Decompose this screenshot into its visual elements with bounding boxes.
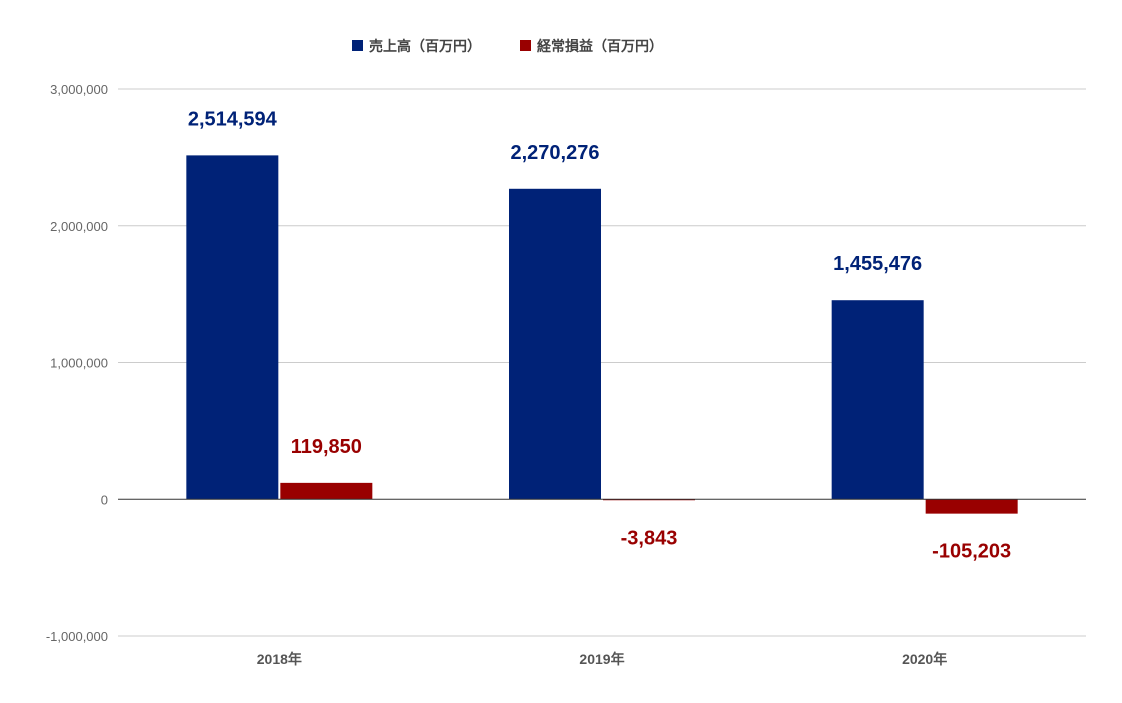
data-labels: 2,514,594 119,850 2,270,276 -3,843 1,455,476… xyxy=(188,108,1011,562)
y-tick-label: 3,000,000 xyxy=(50,82,108,97)
legend: 売上高（百万円） 経常損益（百万円） xyxy=(352,38,663,55)
y-tick-label: 2,000,000 xyxy=(50,219,108,234)
data-label: -105,203 xyxy=(932,541,1011,563)
data-label: -3,843 xyxy=(621,527,678,549)
x-axis-categories: 2018年 2019年 2020年 xyxy=(257,651,947,667)
data-label: 1,455,476 xyxy=(833,253,922,275)
y-tick-label: 0 xyxy=(101,492,108,507)
bar xyxy=(831,300,924,500)
legend-swatch xyxy=(520,40,531,51)
x-category-label: 2020年 xyxy=(902,651,947,667)
y-axis-ticks: -1,000,000 0 1,000,000 2,000,000 3,000,000 xyxy=(46,82,108,644)
bars xyxy=(186,155,1018,514)
bar xyxy=(925,499,1018,514)
y-tick-label: -1,000,000 xyxy=(46,629,108,644)
legend-label: 経常損益（百万円） xyxy=(537,38,663,55)
y-tick-label: 1,000,000 xyxy=(50,356,108,371)
bar xyxy=(186,155,279,500)
bar xyxy=(280,482,373,500)
data-label: 2,270,276 xyxy=(511,142,600,164)
legend-swatch xyxy=(352,40,363,51)
data-label: 119,850 xyxy=(291,436,362,458)
legend-label: 売上高（百万円） xyxy=(369,38,481,55)
x-category-label: 2018年 xyxy=(257,651,302,667)
grid-lines xyxy=(118,88,1086,637)
data-label: 2,514,594 xyxy=(188,108,278,130)
bar xyxy=(509,188,601,500)
x-category-label: 2019年 xyxy=(579,651,624,667)
